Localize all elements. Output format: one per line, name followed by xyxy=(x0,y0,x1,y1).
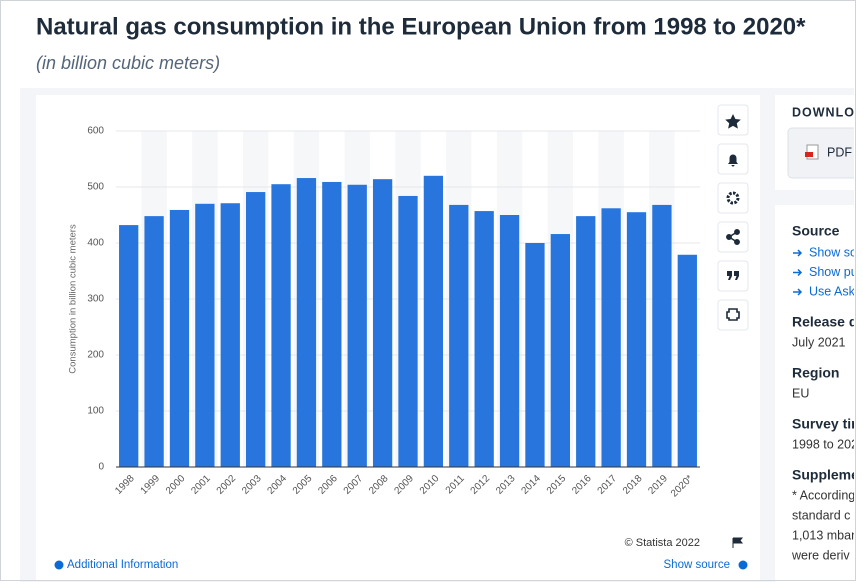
notes-heading: Supplementary notes xyxy=(792,467,863,483)
y-tick-label: 200 xyxy=(87,350,104,361)
bar xyxy=(652,204,672,468)
credit: © Statista 2022 xyxy=(625,537,700,549)
y-tick-label: 300 xyxy=(87,294,104,305)
arrow-icon xyxy=(793,288,803,296)
arrow-icon xyxy=(793,268,803,277)
bar xyxy=(119,225,139,467)
bar xyxy=(499,215,520,467)
y-axis-title: Consumption in billion cubic meters xyxy=(68,224,79,374)
star-icon xyxy=(725,114,741,129)
title: Natural gas consumption in the European … xyxy=(36,13,806,40)
download-heading: DOWNLOAD xyxy=(792,105,863,119)
source-link[interactable]: Show source xyxy=(809,245,863,259)
note-line: were deriv xyxy=(791,548,850,562)
region-value: EU xyxy=(792,386,809,400)
details-card xyxy=(775,205,854,582)
gear-icon xyxy=(726,191,740,205)
bar xyxy=(220,203,240,468)
show-source-link[interactable]: Show source xyxy=(664,559,730,571)
sidebar: DOWNLOAD PDF Source Show source Show publ… xyxy=(775,95,863,582)
cite-button[interactable] xyxy=(717,260,749,292)
y-tick-label: 600 xyxy=(87,126,104,137)
arrow-icon xyxy=(793,249,803,257)
bar xyxy=(271,184,291,467)
bar xyxy=(677,254,697,467)
bar xyxy=(169,209,190,467)
source-link[interactable]: Use Ask Statista Research Service xyxy=(809,284,863,298)
note-line: 1,013 mbar xyxy=(792,528,855,542)
bar xyxy=(372,179,393,467)
print-button[interactable] xyxy=(717,299,749,331)
flag-icon xyxy=(732,537,744,548)
tool-buttons xyxy=(717,104,749,331)
survey-value: 1998 to 2020 xyxy=(792,437,863,451)
source-heading: Source xyxy=(792,223,840,239)
bar xyxy=(296,178,317,468)
bell-icon xyxy=(728,154,738,167)
bar xyxy=(347,184,367,467)
quote-icon xyxy=(727,271,739,280)
bar xyxy=(144,216,164,467)
bar xyxy=(246,192,266,468)
plot: 0 100 200 300 400 500 600 Consumption in billio… xyxy=(68,126,700,499)
share-icon xyxy=(726,229,740,245)
y-tick-label: 100 xyxy=(87,406,104,417)
source-link[interactable]: Show publisher information xyxy=(809,265,863,279)
bar xyxy=(550,234,570,467)
region-heading: Region xyxy=(792,365,839,381)
bar xyxy=(601,208,621,467)
bar xyxy=(195,203,215,468)
y-tick-label: 400 xyxy=(87,238,104,249)
additional-info-link[interactable]: Additional Information xyxy=(67,559,178,571)
y-tick-label: 500 xyxy=(87,182,104,193)
bar xyxy=(525,243,545,467)
bar xyxy=(474,211,494,467)
y-tick-label: 0 xyxy=(98,462,104,473)
subtitle: (in billion cubic meters) xyxy=(36,53,220,73)
note-line: standard c xyxy=(792,508,850,522)
bar xyxy=(398,195,418,467)
note-line: * According to xyxy=(792,488,863,502)
bar xyxy=(576,216,596,467)
print-icon xyxy=(726,308,740,321)
bar xyxy=(423,175,444,468)
info-icon xyxy=(54,560,64,570)
pdf-button[interactable] xyxy=(787,127,863,179)
share-button[interactable] xyxy=(717,221,749,253)
bar xyxy=(449,204,469,468)
release-value: July 2021 xyxy=(792,335,846,349)
pdf-label: PDF xyxy=(827,145,852,159)
release-heading: Release date xyxy=(792,314,863,330)
settings-button[interactable] xyxy=(717,182,749,214)
info-icon xyxy=(738,560,748,570)
bar xyxy=(322,181,342,467)
pdf-icon-badge xyxy=(805,152,813,157)
bar xyxy=(626,212,647,467)
survey-heading: Survey time period xyxy=(792,416,863,432)
